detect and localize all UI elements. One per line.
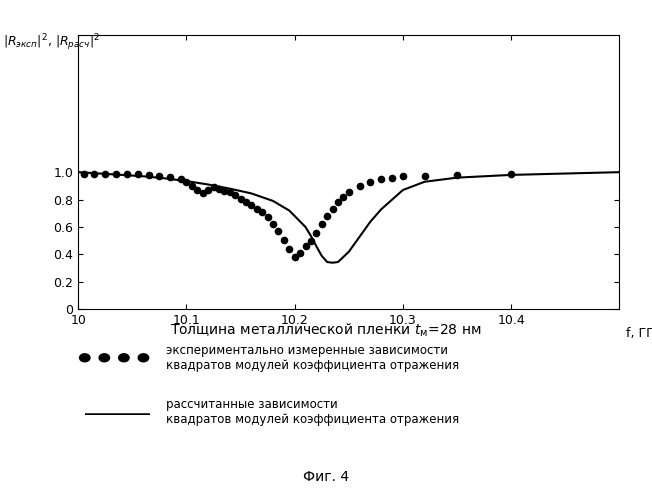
Text: $|R_{эксп}|^2$, $|R_{расч}|^2$: $|R_{эксп}|^2$, $|R_{расч}|^2$ — [3, 32, 100, 53]
Text: экспериментально измеренные зависимости
квадратов модулей коэффициента отражения: экспериментально измеренные зависимости … — [166, 344, 460, 372]
Text: f, ГГц: f, ГГц — [627, 326, 652, 339]
Text: Толщина металлической пленки $t_\mathrm{м}$=28 нм: Толщина металлической пленки $t_\mathrm{… — [170, 322, 482, 339]
Text: Фиг. 4: Фиг. 4 — [303, 470, 349, 484]
Text: рассчитанные зависимости
квадратов модулей коэффициента отражения: рассчитанные зависимости квадратов модул… — [166, 398, 460, 426]
